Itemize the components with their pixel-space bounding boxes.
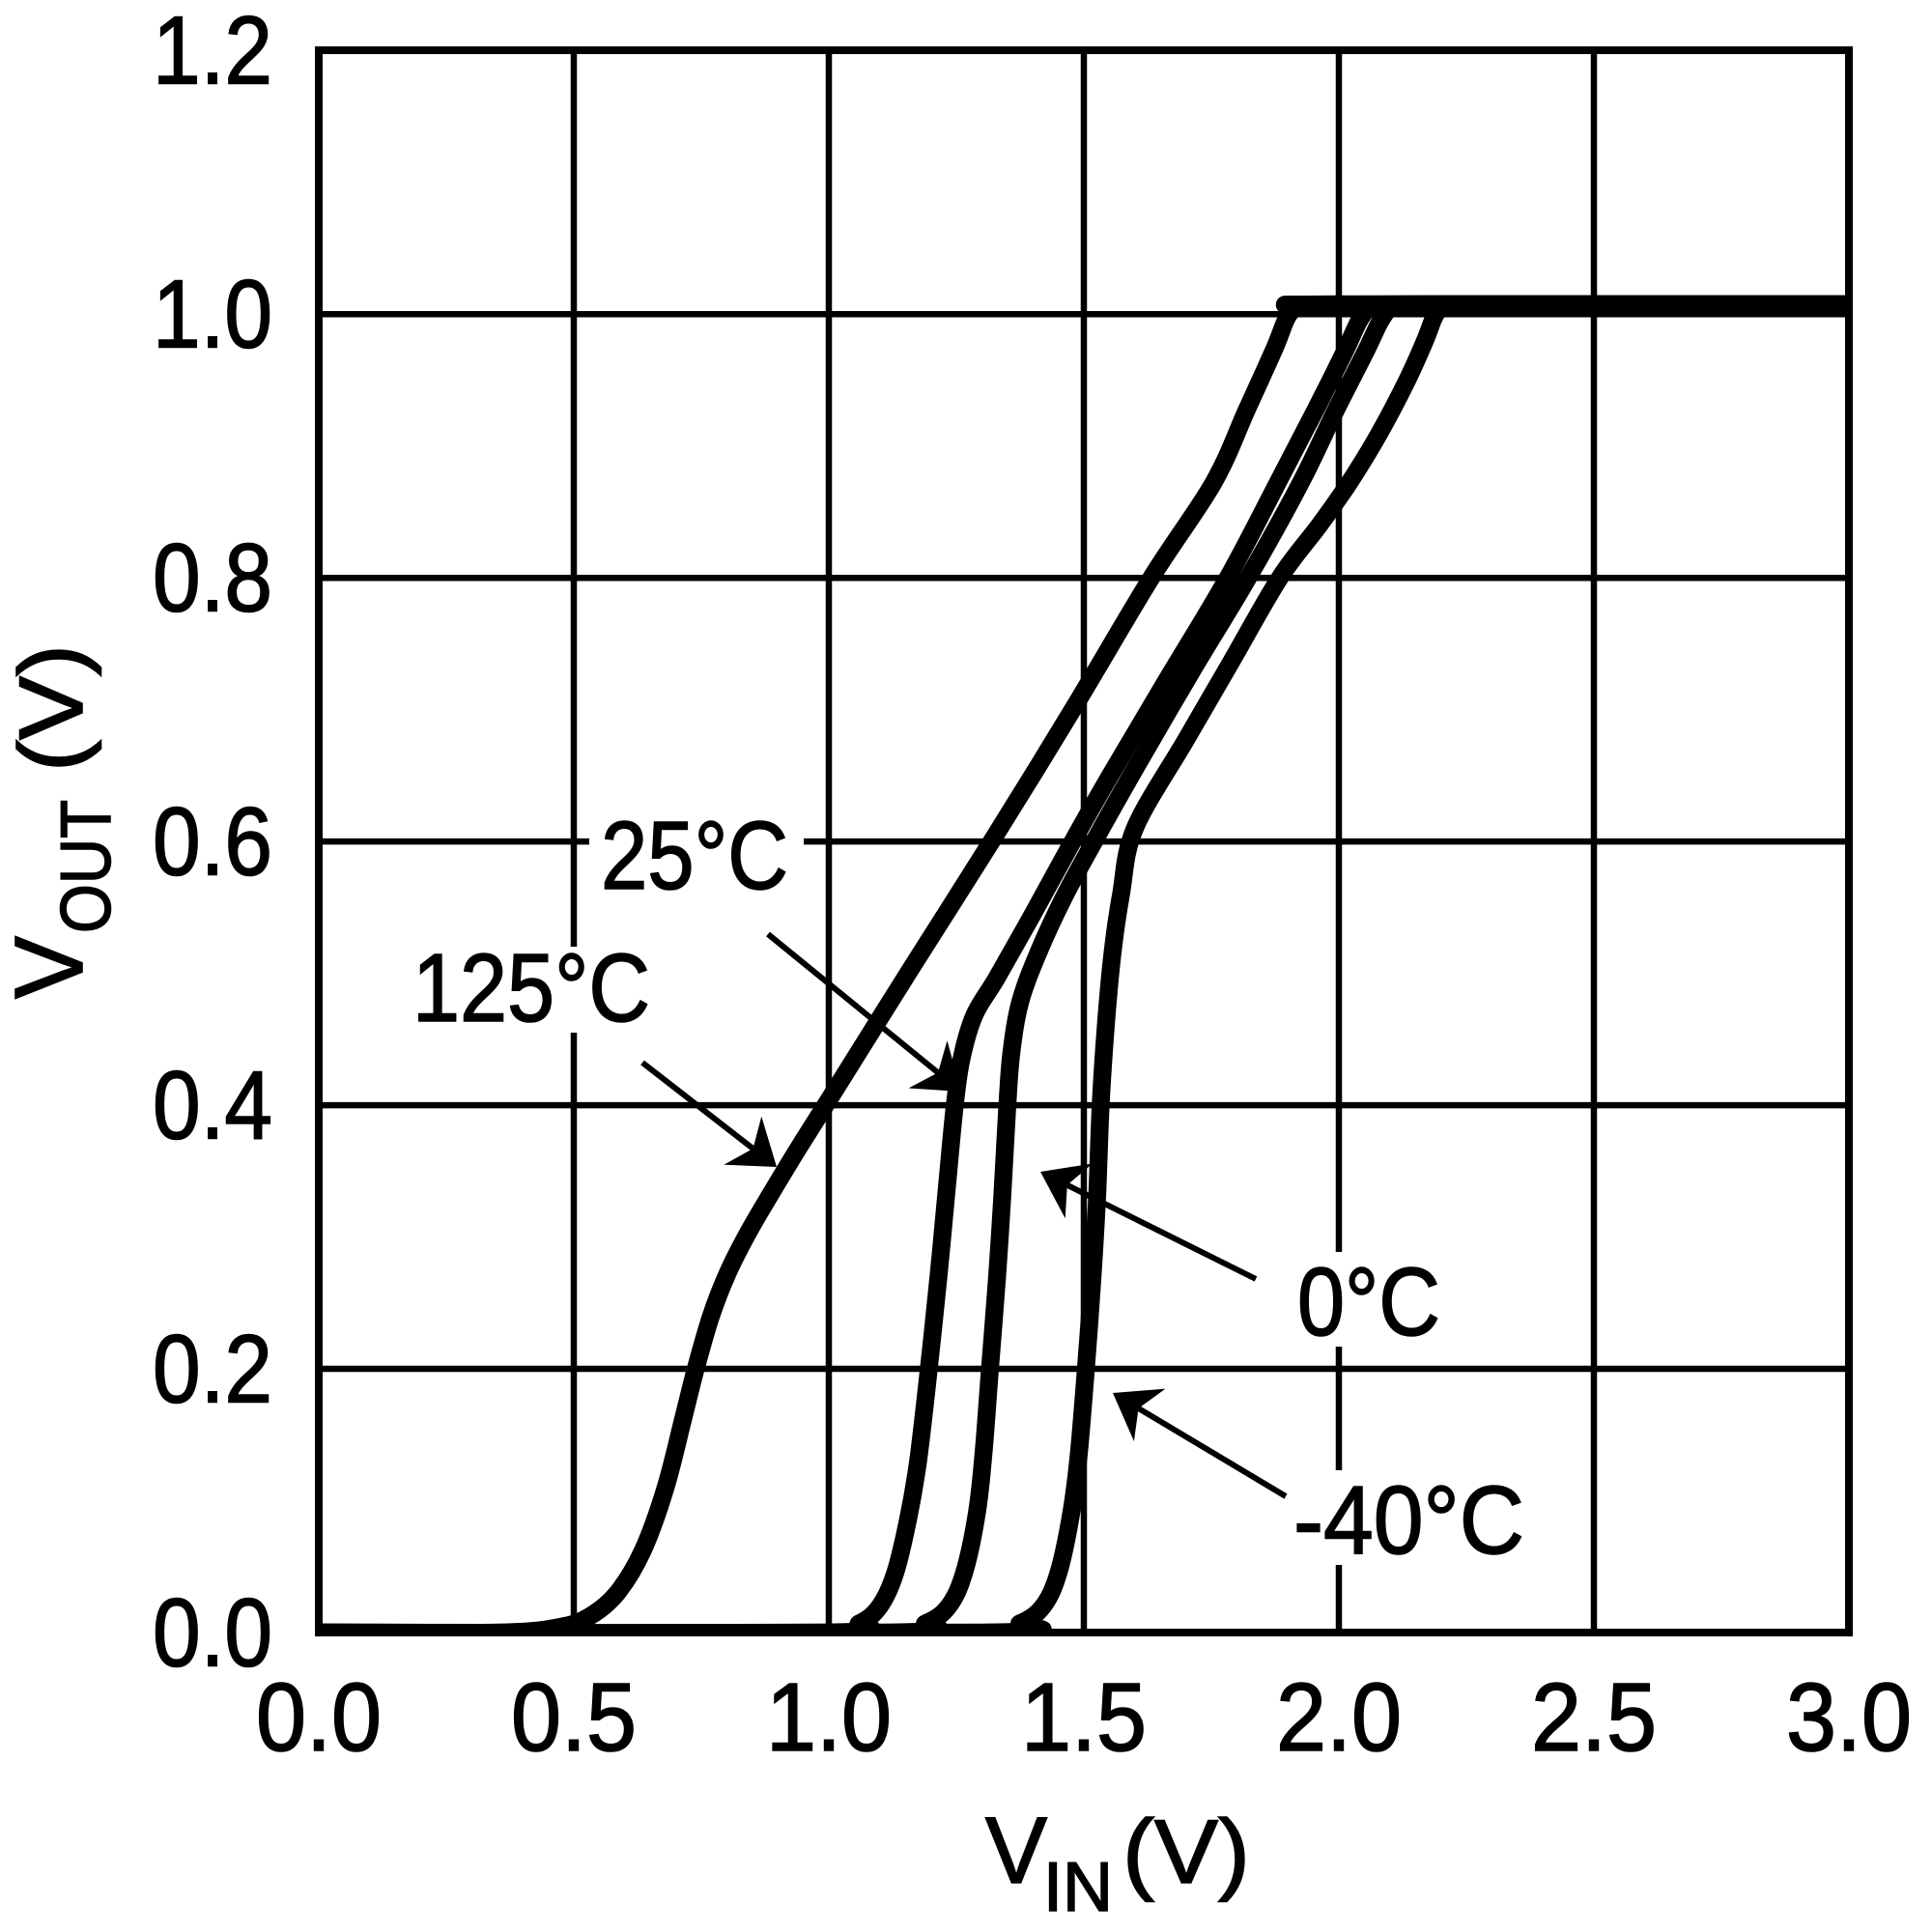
- svg-text:IN: IN: [1043, 1849, 1113, 1926]
- svg-text:0.4: 0.4: [153, 1052, 272, 1160]
- svg-text:0.8: 0.8: [153, 525, 272, 633]
- svg-text:0.0: 0.0: [256, 1663, 382, 1772]
- svg-text:25°C: 25°C: [601, 802, 788, 910]
- svg-text:1.0: 1.0: [153, 261, 272, 369]
- svg-text:3.0: 3.0: [1786, 1663, 1912, 1772]
- svg-text:(V): (V): [1122, 1801, 1250, 1902]
- svg-text:-40°C: -40°C: [1293, 1466, 1524, 1575]
- svg-text:2.0: 2.0: [1276, 1663, 1402, 1772]
- svg-text:1.2: 1.2: [153, 0, 272, 105]
- svg-text:0°C: 0°C: [1297, 1248, 1440, 1356]
- svg-text:0.6: 0.6: [153, 788, 272, 896]
- svg-text:1.0: 1.0: [766, 1663, 892, 1772]
- svg-text:V: V: [0, 936, 103, 999]
- svg-text:0.0: 0.0: [153, 1579, 272, 1688]
- svg-text:0.5: 0.5: [511, 1663, 637, 1772]
- svg-text:0.2: 0.2: [153, 1316, 272, 1424]
- svg-text:OUT: OUT: [47, 800, 126, 933]
- svg-text:2.5: 2.5: [1531, 1663, 1657, 1772]
- svg-text:1.5: 1.5: [1021, 1663, 1147, 1772]
- svg-text:125°C: 125°C: [412, 934, 650, 1042]
- svg-text:V: V: [985, 1798, 1047, 1903]
- svg-text:(V): (V): [0, 644, 101, 772]
